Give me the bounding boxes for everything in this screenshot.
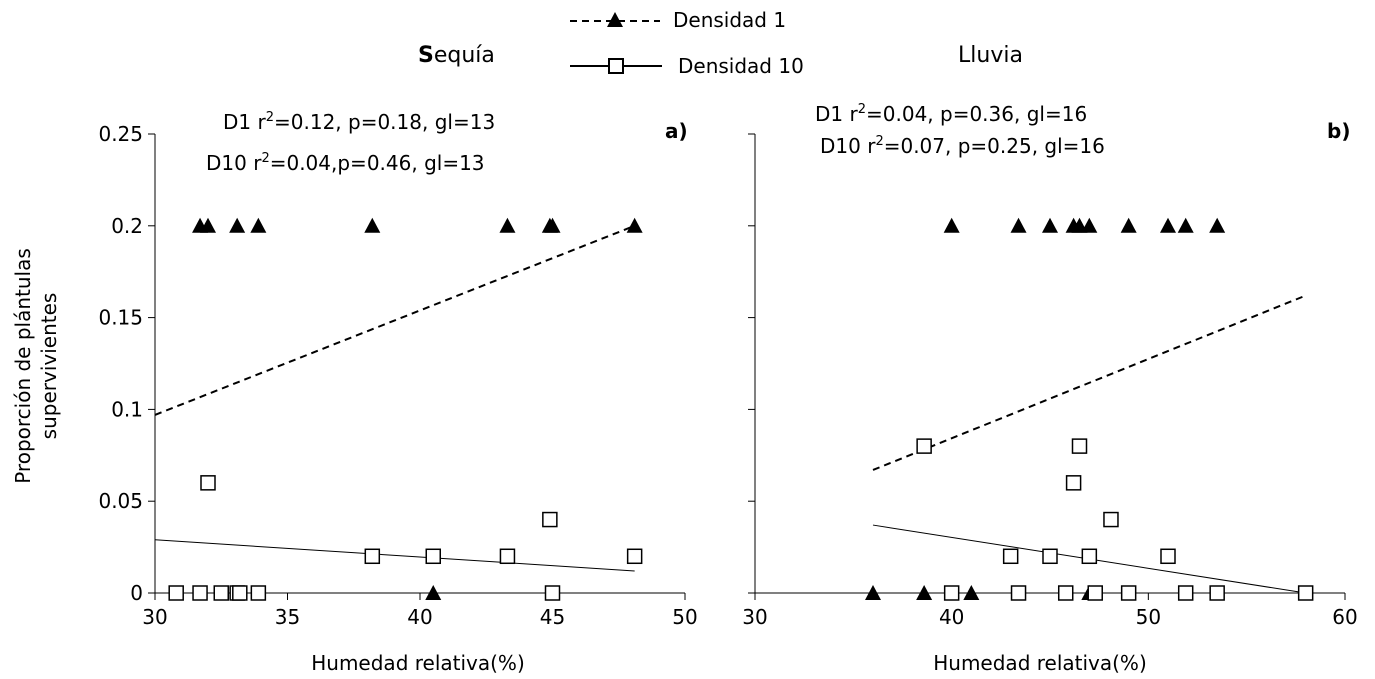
panel-b-point-densidad-10: [1177, 585, 1194, 601]
panel-b-point-densidad-10: [1071, 438, 1088, 454]
panel-a-point-densidad-10: [250, 585, 267, 601]
panel-b-point-densidad-10: [1010, 585, 1027, 601]
panel-b-point-densidad-10: [1065, 475, 1082, 491]
panel-a-trend-densidad-10: [154, 539, 635, 572]
panel-b-stats-2: D10 r2=0.07, p=0.25, gl=16: [820, 134, 1105, 158]
y-axis-label-line1: Proporción de plántulas: [11, 248, 35, 484]
panel-b-point-densidad-10: [916, 438, 932, 454]
panel-b-x-tick-label: 30: [742, 605, 767, 629]
panel-a-stats-2: D10 r2=0.04,p=0.46, gl=13: [206, 151, 485, 175]
panel-b-point-densidad-10: [1057, 585, 1074, 601]
panel-b-point-densidad-10: [1209, 585, 1225, 601]
legend-label-densidad-1: Densidad 1: [673, 8, 786, 32]
y-tick-label: 0.25: [98, 122, 143, 146]
panel-a-point-densidad-1: [250, 217, 267, 233]
panel-a-point-densidad-10: [213, 585, 229, 601]
panel-b-point-densidad-1: [943, 217, 960, 233]
panel-a-sequia: Sequía a) D1 r2=0.12, p=0.18, gl=13 D10 …: [98, 43, 697, 675]
panel-a-x-tick-label: 45: [540, 605, 565, 629]
panel-a-point-densidad-10: [544, 585, 561, 601]
panel-a-point-densidad-1: [544, 217, 561, 233]
y-axis-label-line2: supervivientes: [37, 293, 61, 440]
panel-b-point-densidad-1: [1120, 217, 1137, 233]
panel-b-point-densidad-1: [963, 585, 980, 600]
panel-b-point-densidad-10: [1002, 548, 1019, 565]
panel-b-stats-1: D1 r2=0.04, p=0.36, gl=16: [815, 102, 1087, 126]
panel-b-point-densidad-1: [1081, 217, 1098, 233]
panel-a-point-densidad-10: [499, 548, 516, 565]
panel-a-stats-2-prefix: D10 r: [206, 151, 262, 175]
panel-a-stats-1-sup: 2: [266, 110, 274, 125]
panel-b-point-densidad-1: [1042, 217, 1058, 233]
panel-a-point-densidad-1: [425, 585, 442, 600]
panel-a-point-densidad-10: [200, 475, 216, 491]
panel-b-lluvia: Lluvia b) D1 r2=0.04, p=0.36, gl=16 D10 …: [742, 43, 1357, 675]
panel-a-point-densidad-10: [425, 548, 441, 565]
legend-label-densidad-10: Densidad 10: [678, 54, 804, 78]
panel-b-trend-densidad-1: [872, 294, 1307, 471]
panel-a-stats-2-sup: 2: [261, 151, 269, 166]
panel-b-label: b): [1327, 119, 1350, 143]
panel-a-title: Sequía: [418, 43, 495, 68]
legend-square-marker: [608, 58, 624, 74]
panel-a-point-densidad-1: [626, 217, 643, 233]
panel-b-point-densidad-1: [865, 585, 881, 600]
panel-b-title: Lluvia: [958, 43, 1023, 68]
panel-b-stats-1-prefix: D1 r: [815, 102, 858, 126]
panel-b-point-densidad-10: [1081, 548, 1098, 565]
panel-b-point-densidad-10: [1087, 585, 1103, 601]
panel-a-label: a): [665, 119, 688, 143]
y-tick-label: 0.15: [98, 306, 143, 330]
panel-a-x-tick-label: 40: [407, 605, 432, 629]
panel-b-stats-2-rest: =0.07, p=0.25, gl=16: [884, 134, 1105, 158]
panel-a-stats-1: D1 r2=0.12, p=0.18, gl=13: [223, 110, 495, 134]
panel-a-point-densidad-1: [364, 217, 381, 233]
panel-a-x-tick-label: 35: [275, 605, 300, 629]
y-tick-label: 0.05: [98, 489, 143, 513]
panel-b-x-tick-label: 50: [1136, 605, 1161, 629]
panel-a-x-axis-label: Humedad relativa(%): [311, 651, 525, 675]
y-tick-label: 0.2: [111, 214, 143, 238]
panel-b-point-densidad-1: [1010, 217, 1027, 233]
legend-triangle-marker: [607, 12, 623, 27]
panel-b-point-densidad-10: [943, 585, 960, 601]
panel-b-x-tick-label: 60: [1332, 605, 1357, 629]
y-tick-label: 0.1: [111, 397, 143, 421]
panel-b-point-densidad-10: [1297, 585, 1314, 601]
panel-a-point-densidad-1: [499, 217, 516, 233]
panel-a-point-densidad-10: [192, 585, 208, 601]
panel-b-point-densidad-10: [1120, 585, 1137, 601]
panel-b-point-densidad-1: [916, 585, 933, 600]
panel-a-title-rest: equía: [434, 43, 495, 68]
panel-b-x-axis-label: Humedad relativa(%): [933, 651, 1147, 675]
legend: Densidad 1 Densidad 10: [570, 8, 804, 78]
panel-a-stats-2-rest: =0.04,p=0.46, gl=13: [270, 151, 485, 175]
panel-a-stats-1-prefix: D1 r: [223, 110, 266, 134]
panel-b-stats-1-rest: =0.04, p=0.36, gl=16: [866, 102, 1087, 126]
panel-a-stats-1-rest: =0.12, p=0.18, gl=13: [274, 110, 495, 134]
panel-a-point-densidad-10: [626, 548, 643, 565]
panel-b-stats-2-prefix: D10 r: [820, 134, 876, 158]
panel-a-point-densidad-10: [364, 548, 381, 565]
panel-a-trend-densidad-1: [154, 224, 636, 416]
panel-a-x-tick-label: 30: [142, 605, 167, 629]
panel-a-x-tick-label: 50: [672, 605, 697, 629]
panel-a-point-densidad-1: [229, 217, 246, 233]
panel-a-point-densidad-10: [168, 585, 184, 601]
panel-a-point-densidad-1: [200, 217, 216, 233]
y-tick-label: 0: [130, 581, 143, 605]
panel-a-point-densidad-10: [232, 585, 248, 601]
panel-b-point-densidad-10: [1042, 548, 1058, 565]
panel-a-point-densidad-10: [542, 511, 558, 528]
panel-b-stats-2-sup: 2: [875, 134, 883, 149]
panel-b-x-tick-label: 40: [939, 605, 964, 629]
panel-b-stats-1-sup: 2: [858, 102, 866, 117]
panel-b-point-densidad-10: [1103, 511, 1119, 528]
panel-b-point-densidad-1: [1209, 217, 1226, 233]
panel-b-point-densidad-1: [1160, 217, 1176, 233]
panel-b-point-densidad-1: [1177, 217, 1194, 233]
panel-a-title-bold: S: [418, 43, 434, 68]
panel-b-point-densidad-10: [1160, 548, 1176, 565]
